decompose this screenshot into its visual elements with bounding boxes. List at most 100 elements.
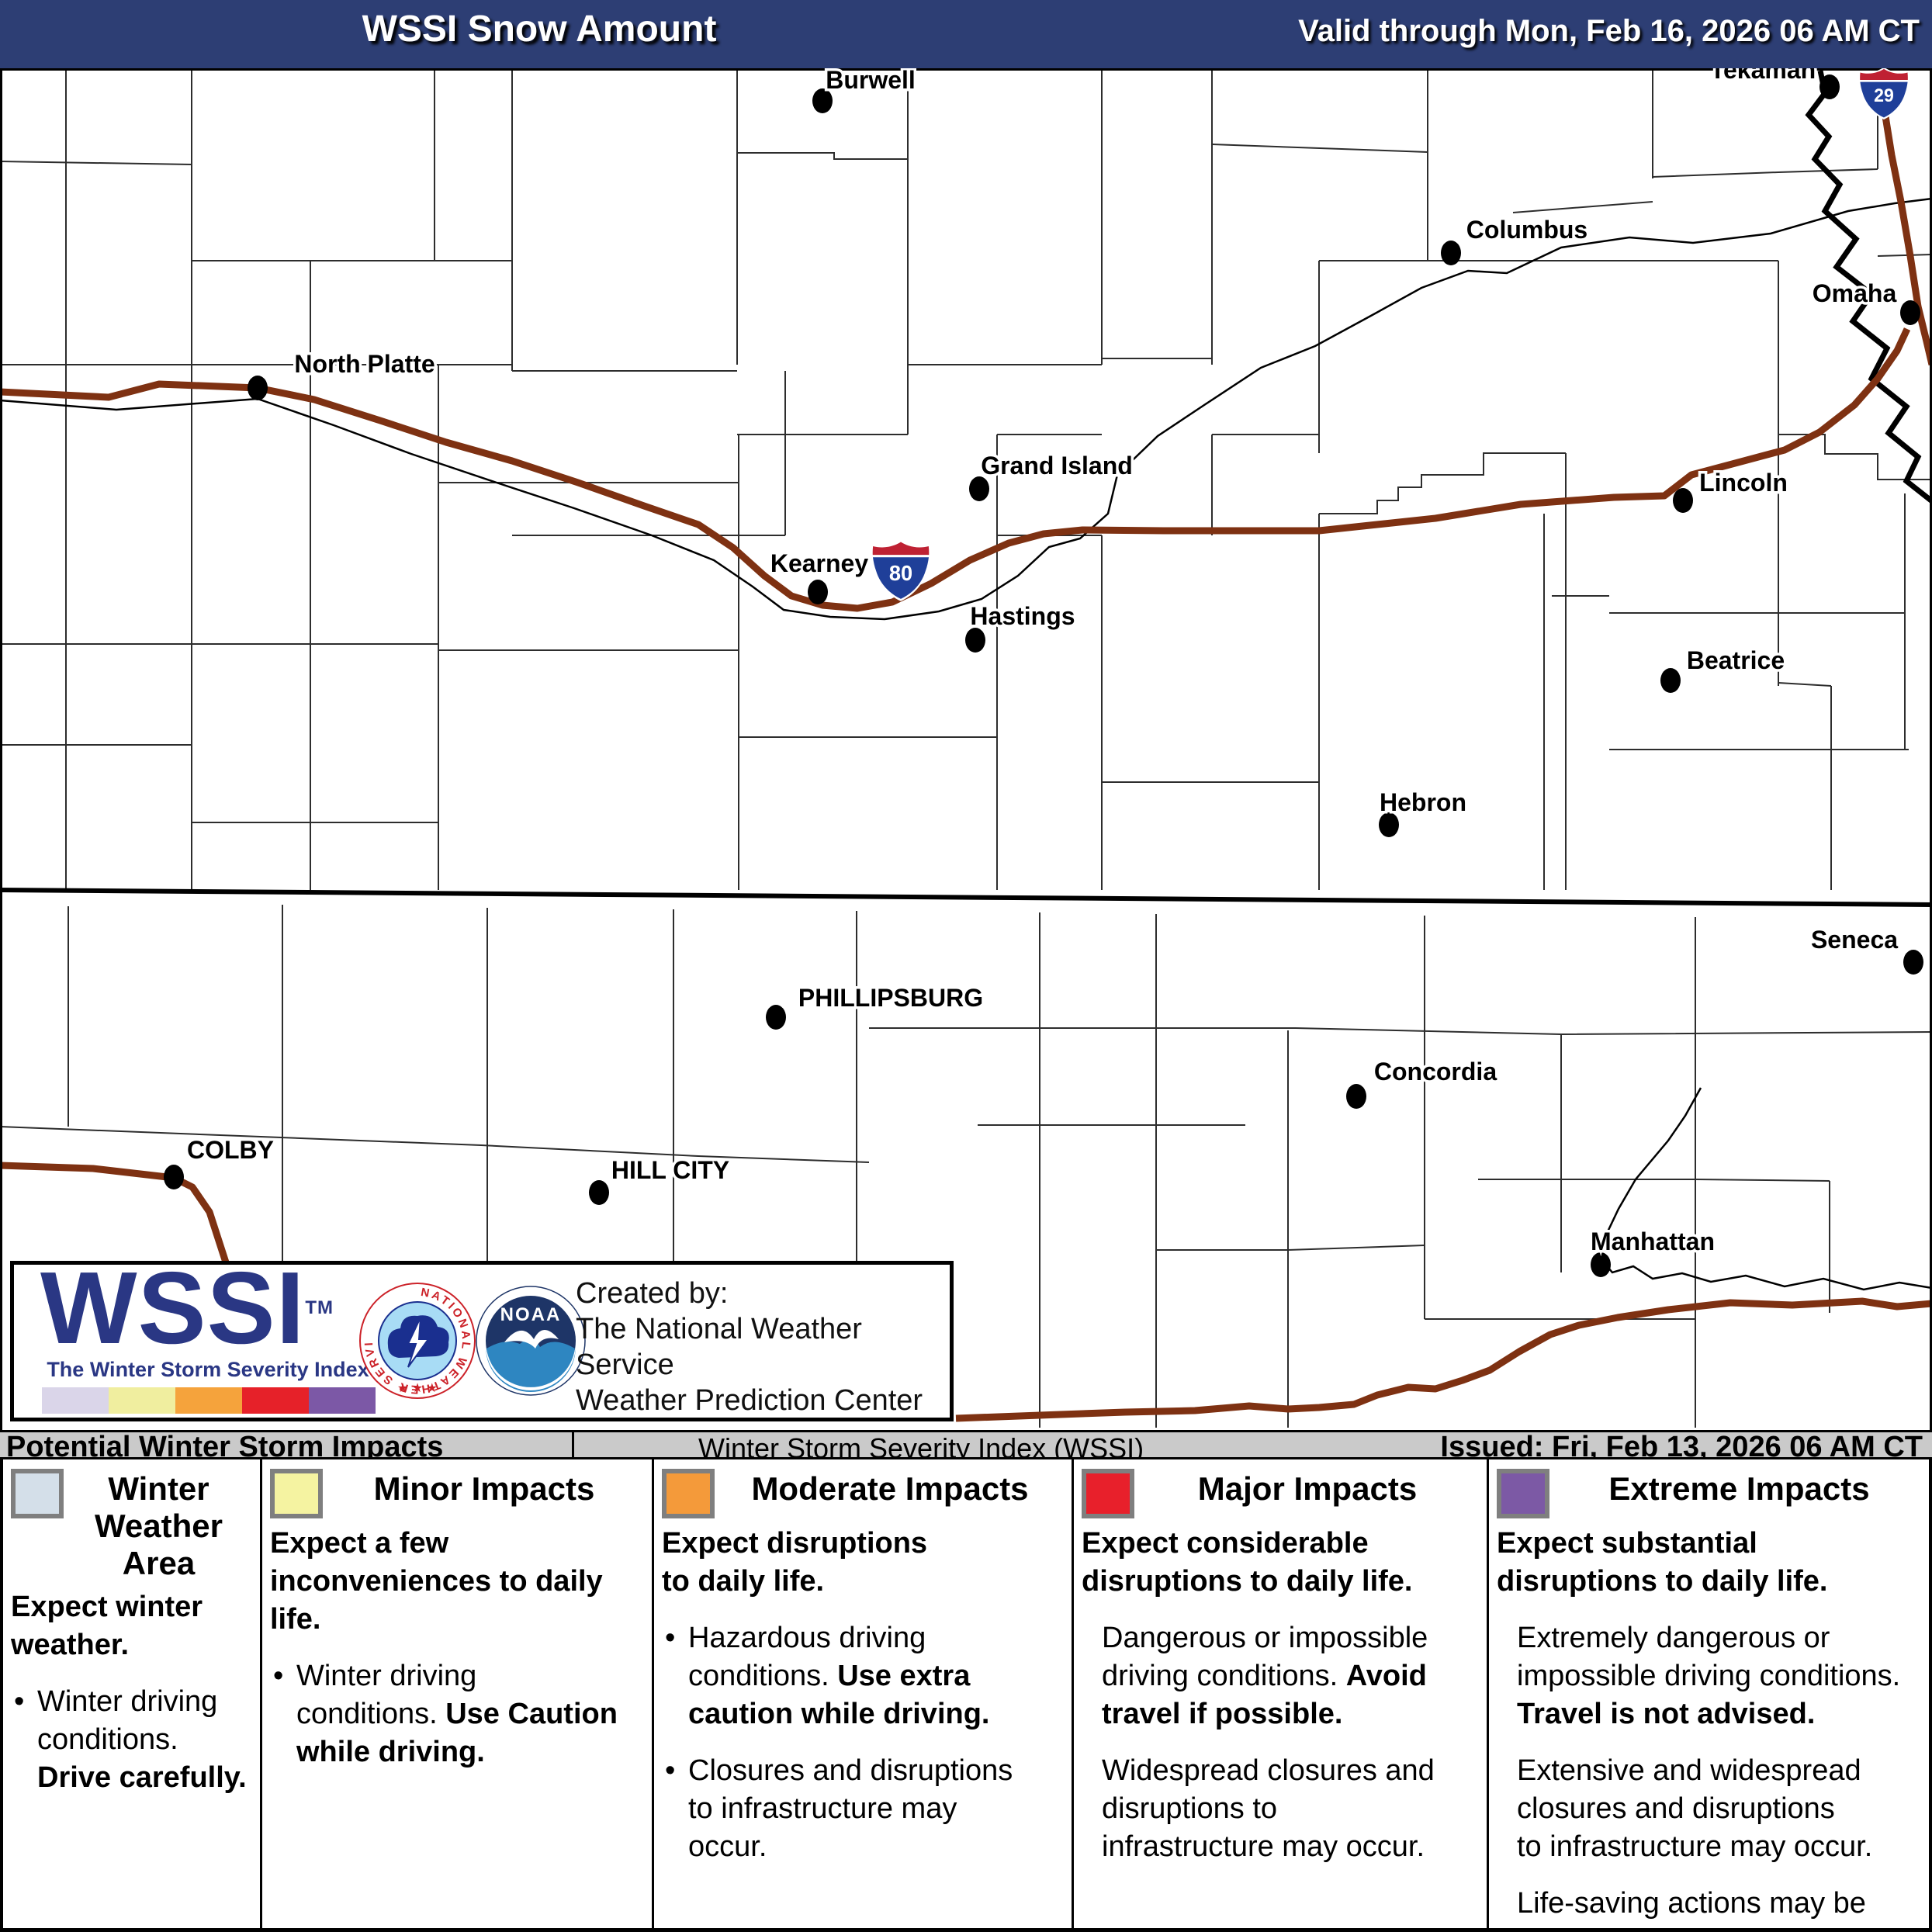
city-label: Hastings bbox=[970, 602, 1075, 630]
wssi-severity-strip bbox=[42, 1387, 376, 1414]
city-label: HILL CITY bbox=[611, 1156, 729, 1184]
noaa-logo-icon: NOAA bbox=[476, 1286, 586, 1396]
city-marker: Burwell bbox=[812, 64, 918, 113]
wssi-index-label: Winter Storm Severity Index (WSSI) bbox=[698, 1432, 1144, 1464]
legend-swatch bbox=[270, 1469, 323, 1518]
city-marker: Seneca bbox=[1808, 923, 1923, 975]
city-marker: Hebron bbox=[1377, 786, 1470, 837]
city-dot bbox=[1379, 812, 1399, 837]
city-dot bbox=[808, 580, 828, 604]
city-marker: Omaha bbox=[1809, 277, 1920, 325]
legend-title: Minor Impacts bbox=[373, 1470, 595, 1507]
impacts-bar-title: Potential Winter Storm Impacts bbox=[6, 1431, 444, 1463]
city-label: Hebron bbox=[1380, 788, 1466, 816]
severity-strip-cell bbox=[42, 1387, 109, 1414]
city-dot bbox=[1819, 74, 1840, 99]
legend-paragraph: Expect disruptions to daily life. bbox=[662, 1527, 928, 1598]
city-label: Burwell bbox=[826, 66, 916, 94]
city-marker: Grand Island bbox=[969, 449, 1135, 501]
legend-title: Major Impacts bbox=[1197, 1470, 1418, 1507]
svg-text:★ ★ ★: ★ ★ ★ bbox=[397, 1382, 438, 1395]
interstate-80-road bbox=[0, 327, 1911, 612]
nws-logo-icon: NATIONAL WEATHER SERVICE ★ ★ ★ bbox=[359, 1283, 476, 1399]
city-dot bbox=[1903, 950, 1923, 975]
page-title: WSSI Snow Amount bbox=[362, 9, 717, 50]
interstate-shields: 80 29 bbox=[871, 67, 1909, 601]
city-marker: Kearney bbox=[767, 547, 871, 604]
platte-river bbox=[0, 197, 1932, 621]
city-marker: COLBY bbox=[164, 1134, 277, 1189]
legend-paragraph: Dangerous or impossible driving conditio… bbox=[1102, 1622, 1428, 1730]
issued-bar: Potential Winter Storm Impacts Winter St… bbox=[0, 1430, 1932, 1464]
city-marker: Hastings bbox=[965, 600, 1078, 653]
legend-column-minor-impacts: Minor Impacts Expect a few inconveniences… bbox=[260, 1459, 652, 1928]
city-label: Concordia bbox=[1374, 1058, 1497, 1085]
severity-strip-cell bbox=[242, 1387, 309, 1414]
legend-swatch bbox=[1082, 1469, 1134, 1518]
severity-strip-cell bbox=[309, 1387, 376, 1414]
wssi-logo-text: WSSITM bbox=[40, 1251, 334, 1365]
city-label: Seneca bbox=[1811, 926, 1898, 954]
impacts-legend: Winter Weather Area Expect winter weather… bbox=[0, 1459, 1932, 1932]
city-dot bbox=[164, 1165, 184, 1189]
legend-title: Moderate Impacts bbox=[751, 1470, 1029, 1507]
legend-column-extreme-impacts: Extreme Impacts Expect substantial disrup… bbox=[1487, 1459, 1932, 1928]
legend-paragraph: Extensive and widespread closures and di… bbox=[1517, 1754, 1873, 1863]
header-bar: WSSI Snow Amount Valid through Mon, Feb … bbox=[0, 0, 1932, 68]
city-dot bbox=[1900, 300, 1920, 325]
legend-title: Extreme Impacts bbox=[1608, 1470, 1870, 1507]
city-label: North Platte bbox=[294, 350, 435, 378]
manhattan-road bbox=[955, 1297, 1932, 1422]
city-dot bbox=[248, 376, 268, 400]
severity-strip-cell bbox=[175, 1387, 242, 1414]
city-marker: Beatrice bbox=[1660, 644, 1788, 693]
city-dot bbox=[965, 628, 985, 653]
city-marker: PHILLIPSBURG bbox=[766, 982, 986, 1030]
kansas-river bbox=[1599, 1087, 1932, 1291]
issued-timestamp: Issued: Fri, Feb 13, 2026 06 AM CT bbox=[1440, 1431, 1923, 1463]
missouri-river bbox=[1805, 70, 1932, 504]
city-marker: Concordia bbox=[1346, 1055, 1500, 1109]
state-border bbox=[0, 888, 1932, 907]
legend-paragraph: Winter driving conditions. Drive careful… bbox=[8, 1683, 254, 1797]
county-lines bbox=[0, 71, 1932, 1428]
legend-swatch bbox=[1497, 1469, 1549, 1518]
city-label: Columbus bbox=[1466, 216, 1587, 244]
interstate-70-road bbox=[0, 1162, 230, 1266]
legend-paragraph: Expect considerable disruptions to daily… bbox=[1082, 1527, 1413, 1598]
city-dot bbox=[1660, 668, 1681, 693]
legend-paragraph: Widespread closures and disruptions to i… bbox=[1102, 1754, 1435, 1863]
city-dot bbox=[1441, 241, 1461, 265]
legend-paragraph: Closures and disruptions to infrastructu… bbox=[659, 1752, 1065, 1866]
city-label: Grand Island bbox=[981, 452, 1133, 480]
wssi-logo-box: WSSITM The Winter Storm Severity Index N… bbox=[10, 1251, 954, 1421]
legend-column-moderate-impacts: Moderate Impacts Expect disruptions to da… bbox=[652, 1459, 1072, 1928]
legend-paragraph: Life-saving actions may be needed. bbox=[1517, 1887, 1866, 1928]
created-by-text: Created by: The National Weather Service… bbox=[576, 1277, 923, 1417]
legend-title: Winter Weather Area bbox=[95, 1470, 223, 1581]
city-label: Lincoln bbox=[1699, 469, 1788, 497]
interstate-80-shield-icon: 80 bbox=[871, 539, 931, 601]
map-frame bbox=[0, 68, 1932, 1430]
city-dot bbox=[766, 1005, 786, 1030]
legend-paragraph: Expect winter weather. bbox=[11, 1591, 203, 1661]
legend-paragraph: Expect a few inconveniences to daily lif… bbox=[270, 1527, 603, 1636]
trademark-symbol: TM bbox=[305, 1297, 334, 1318]
legend-column-major-impacts: Major Impacts Expect considerable disrupt… bbox=[1072, 1459, 1487, 1928]
city-dot bbox=[589, 1180, 609, 1205]
city-label: Omaha bbox=[1813, 279, 1897, 307]
interstate-29-road bbox=[1882, 116, 1932, 366]
city-dot bbox=[812, 88, 833, 113]
city-dot bbox=[1591, 1252, 1611, 1277]
city-marker: North Platte bbox=[248, 348, 438, 400]
city-label: COLBY bbox=[187, 1136, 274, 1164]
interstate-29-shield-icon: 29 bbox=[1858, 67, 1909, 119]
city-dot bbox=[1346, 1084, 1366, 1109]
city-marker: Lincoln bbox=[1673, 466, 1790, 513]
noaa-text: NOAA bbox=[500, 1304, 562, 1325]
city-marker: HILL CITY bbox=[589, 1154, 732, 1205]
city-label: PHILLIPSBURG bbox=[798, 984, 983, 1012]
severity-strip-cell bbox=[109, 1387, 175, 1414]
city-label: Kearney bbox=[770, 549, 869, 577]
